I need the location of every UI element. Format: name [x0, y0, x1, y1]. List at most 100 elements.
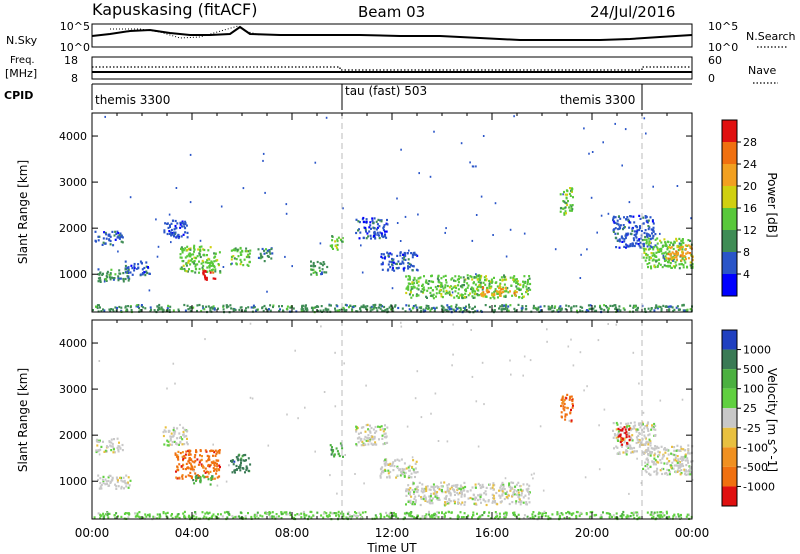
data-cell — [167, 304, 170, 307]
data-cell — [409, 511, 412, 515]
data-cell — [117, 448, 120, 451]
data-cell — [186, 443, 189, 446]
data-cell — [668, 309, 670, 312]
data-cell — [169, 437, 172, 441]
data-cell — [429, 498, 432, 501]
data-cell — [648, 433, 651, 436]
data-cell — [623, 437, 626, 440]
data-cell — [195, 474, 198, 477]
data-cell — [667, 246, 670, 249]
data-cell — [687, 473, 690, 476]
data-cell — [472, 511, 475, 514]
data-cell — [477, 517, 480, 520]
data-cell — [560, 512, 563, 515]
data-cell — [306, 307, 309, 310]
data-cell — [201, 266, 204, 269]
data-cell — [391, 264, 394, 267]
data-cell — [120, 487, 123, 490]
data-cell — [510, 373, 512, 376]
data-cell — [126, 271, 129, 274]
colorbar-swatch — [722, 208, 737, 230]
data-cell — [202, 261, 205, 264]
data-cell — [498, 307, 500, 310]
data-cell — [108, 474, 111, 477]
data-cell — [430, 286, 432, 289]
data-cell — [644, 216, 647, 219]
data-cell — [448, 292, 451, 295]
data-cell — [99, 448, 102, 451]
data-cell — [405, 490, 407, 493]
power-y-label: Slant Range [km] — [16, 160, 30, 264]
data-cell — [488, 279, 491, 283]
data-cell — [365, 424, 368, 427]
data-cell — [480, 493, 483, 496]
data-cell — [143, 266, 146, 270]
data-cell — [184, 247, 187, 250]
data-cell — [547, 307, 550, 310]
data-cell — [434, 495, 437, 498]
data-cell — [393, 514, 396, 517]
colorbar-tick-label: 1000 — [743, 344, 771, 357]
data-cell — [163, 429, 166, 432]
cpid-segment-label: themis 3300 — [95, 93, 170, 107]
data-cell — [549, 306, 552, 309]
data-cell — [362, 216, 365, 220]
data-cell — [579, 511, 582, 514]
data-cell — [433, 517, 436, 520]
data-cell — [635, 428, 638, 431]
data-cell — [463, 493, 466, 496]
data-cell — [614, 122, 616, 125]
data-cell — [168, 213, 171, 216]
data-cell — [240, 461, 242, 464]
data-cell — [450, 305, 453, 308]
data-cell — [570, 513, 573, 517]
data-cell — [500, 291, 503, 294]
data-cell — [434, 307, 436, 310]
data-cell — [654, 434, 657, 437]
data-cell — [513, 493, 516, 496]
data-cell — [438, 285, 441, 288]
data-cell — [438, 291, 441, 295]
data-cell — [607, 323, 609, 325]
data-cell — [166, 387, 168, 390]
data-cell — [430, 485, 433, 488]
data-cell — [517, 481, 520, 484]
data-cell — [186, 255, 189, 258]
data-cell — [433, 309, 436, 312]
data-cell — [512, 276, 515, 279]
data-cell — [677, 308, 680, 311]
data-cell — [358, 228, 360, 231]
data-cell — [463, 307, 466, 310]
data-cell — [420, 497, 423, 500]
data-cell — [289, 306, 292, 309]
data-cell — [563, 406, 566, 409]
data-cell — [457, 296, 460, 299]
data-cell — [499, 305, 502, 308]
y-tick-label: 2000 — [59, 222, 87, 235]
data-cell — [239, 306, 242, 309]
data-cell — [122, 476, 125, 479]
data-cell — [685, 515, 688, 518]
data-cell — [658, 250, 661, 253]
data-cell — [644, 425, 647, 428]
data-cell — [465, 308, 468, 311]
data-cell — [633, 427, 636, 430]
data-cell — [113, 448, 115, 451]
data-cell — [123, 512, 126, 515]
data-cell — [511, 501, 514, 504]
data-cell — [220, 205, 223, 208]
colorbar-swatch — [722, 466, 737, 487]
data-cell — [179, 267, 182, 270]
data-cell — [622, 510, 625, 514]
data-cell — [653, 428, 656, 431]
data-cell — [522, 517, 525, 520]
data-cell — [113, 234, 116, 237]
data-cell — [140, 304, 143, 307]
data-cell — [623, 426, 626, 429]
data-cell — [101, 478, 104, 481]
data-cell — [475, 165, 477, 168]
data-cell — [457, 515, 460, 518]
data-cell — [210, 306, 213, 309]
freq-label-line1: Freq. — [10, 55, 35, 66]
